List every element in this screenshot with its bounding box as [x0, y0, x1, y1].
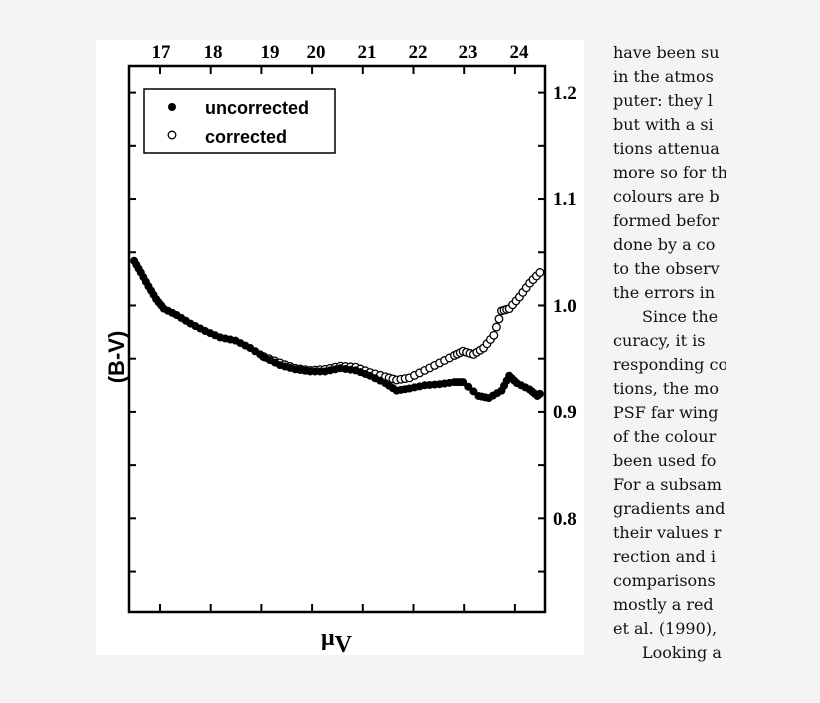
y-axis-title: (B-V)	[104, 331, 129, 384]
legend-label-corrected: corrected	[205, 127, 287, 147]
x-axis-title: μV	[321, 625, 353, 658]
top-tick-label: 20	[307, 42, 326, 63]
text-line: more so for th	[613, 163, 726, 182]
text-line: responding co	[613, 355, 726, 374]
text-line: of the colour	[613, 427, 717, 446]
text-line: the errors in	[613, 283, 716, 302]
text-line: PSF far wing	[613, 403, 719, 422]
data-points	[130, 256, 545, 403]
point-uncorrected	[464, 382, 473, 391]
right-tick-label: 1.0	[553, 296, 577, 317]
legend-label-uncorrected: uncorrected	[205, 98, 309, 118]
text-line: curacy, it is	[613, 331, 706, 350]
top-tick-label: 23	[459, 42, 478, 63]
text-line: to the observ	[613, 259, 720, 278]
axis-ticks	[129, 66, 545, 612]
body-text-column: have been su in the atmos puter: they l but…	[613, 41, 726, 665]
top-tick-label: 17	[152, 42, 172, 63]
legend: uncorrected corrected	[143, 88, 336, 154]
x-axis-title-subscript: V	[335, 632, 353, 658]
text-line: their values r	[613, 523, 722, 542]
right-axis-labels: 1.2 1.1 1.0 0.9 0.8	[553, 83, 577, 530]
top-tick-label: 22	[409, 42, 428, 63]
text-line: Since the	[642, 307, 719, 326]
text-line: For a subsam	[613, 475, 722, 494]
right-tick-label: 0.9	[553, 402, 577, 423]
text-line: have been su	[613, 43, 720, 62]
right-tick-label: 1.2	[553, 83, 577, 104]
text-line: tions, the mo	[613, 379, 719, 398]
point-corrected	[489, 330, 499, 340]
point-uncorrected	[535, 389, 544, 398]
plot-frame	[127, 64, 547, 614]
text-line: rection and i	[613, 547, 716, 566]
top-tick-label: 24	[510, 42, 530, 63]
legend-marker-corrected	[167, 130, 177, 140]
text-line: puter: they l	[613, 91, 714, 110]
text-line: mostly a red	[613, 595, 714, 614]
text-line: been used fo	[613, 451, 717, 470]
right-tick-label: 1.1	[553, 189, 577, 210]
legend-box	[143, 88, 336, 154]
top-tick-label: 21	[358, 42, 377, 63]
x-axis-title-main: μ	[321, 625, 335, 651]
text-line: tions attenua	[613, 139, 720, 158]
point-corrected	[494, 314, 504, 324]
text-line: gradients and	[613, 499, 726, 518]
legend-marker-uncorrected	[168, 103, 176, 111]
point-corrected	[491, 322, 501, 332]
text-line: in the atmos	[613, 67, 714, 86]
top-axis-labels: 17 18 19 20 21 22 23 24	[152, 42, 530, 63]
text-line: et al. (1990),	[613, 619, 718, 638]
text-line: done by a co	[613, 235, 716, 254]
text-line: formed befor	[613, 211, 720, 230]
point-uncorrected	[459, 378, 468, 387]
text-line: Looking a	[642, 643, 722, 662]
top-tick-label: 18	[204, 42, 223, 63]
text-line: colours are b	[613, 187, 720, 206]
point-corrected	[535, 268, 545, 277]
right-tick-label: 0.8	[553, 509, 577, 530]
point-uncorrected	[469, 387, 478, 396]
text-line: comparisons	[613, 571, 716, 590]
text-line: but with a si	[613, 115, 714, 134]
top-tick-label: 19	[261, 42, 280, 63]
